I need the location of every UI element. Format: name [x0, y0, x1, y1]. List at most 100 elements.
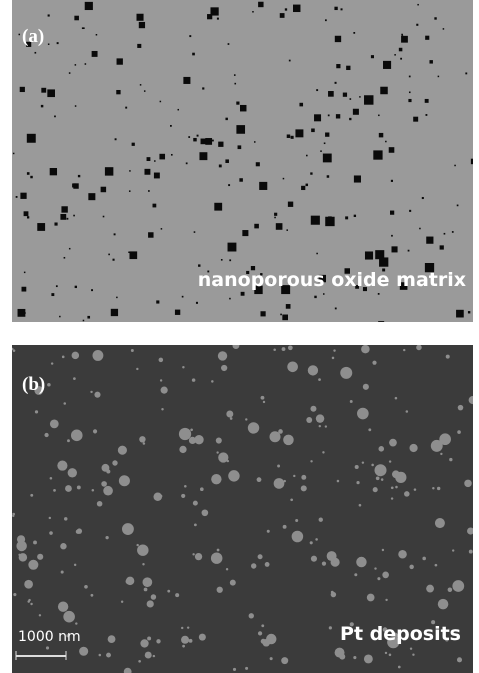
- figure: (a) nanoporous oxide matrix (b) Pt depos…: [0, 0, 479, 673]
- pore: [341, 8, 343, 10]
- deposit: [67, 439, 70, 442]
- pore: [144, 169, 150, 175]
- pore: [383, 61, 391, 69]
- pore: [27, 134, 36, 143]
- deposit: [376, 476, 380, 480]
- deposit: [422, 557, 426, 561]
- deposit: [161, 408, 163, 410]
- pore: [229, 259, 231, 261]
- deposit: [143, 577, 153, 587]
- deposit: [353, 656, 356, 659]
- deposit: [233, 668, 236, 671]
- deposit: [414, 488, 417, 491]
- deposit: [112, 639, 115, 642]
- pore: [96, 34, 98, 36]
- pore: [35, 52, 37, 54]
- pore: [153, 204, 157, 208]
- pore: [83, 320, 85, 322]
- deposit: [356, 557, 366, 567]
- deposit: [374, 567, 376, 569]
- pore: [314, 296, 316, 298]
- pore: [239, 178, 243, 182]
- pore: [256, 162, 260, 166]
- pore: [380, 87, 388, 95]
- deposit: [251, 563, 256, 568]
- deposit: [142, 563, 144, 565]
- deposit: [356, 481, 359, 484]
- pore: [24, 211, 29, 216]
- pore: [402, 35, 404, 37]
- pore: [335, 308, 337, 310]
- pore: [324, 142, 326, 144]
- pore: [125, 107, 127, 109]
- pore: [408, 99, 411, 102]
- pore: [137, 44, 141, 48]
- deposit: [182, 645, 185, 648]
- pore: [291, 136, 294, 139]
- deposit: [367, 594, 375, 602]
- deposit: [283, 525, 287, 529]
- deposit: [378, 446, 384, 452]
- pore: [241, 292, 245, 296]
- pore: [178, 109, 180, 111]
- pore: [444, 233, 446, 235]
- pore: [438, 76, 440, 78]
- deposit: [79, 647, 88, 656]
- pore: [417, 4, 419, 6]
- deposit: [435, 518, 445, 528]
- deposit: [184, 485, 187, 488]
- page: (a) nanoporous oxide matrix (b) Pt depos…: [0, 0, 479, 673]
- deposit: [283, 435, 294, 446]
- pore: [401, 34, 403, 36]
- pore: [20, 87, 25, 92]
- deposit: [364, 655, 373, 664]
- deposit: [131, 349, 134, 352]
- pore: [323, 154, 332, 163]
- pore: [194, 231, 196, 233]
- deposit: [211, 552, 222, 563]
- pore: [147, 157, 151, 161]
- deposit: [13, 593, 16, 596]
- deposit: [230, 417, 233, 420]
- deposit: [389, 460, 391, 462]
- deposit: [409, 444, 417, 452]
- pore: [103, 216, 105, 218]
- deposit: [469, 396, 477, 404]
- deposit: [278, 429, 283, 434]
- deposit: [325, 425, 327, 427]
- pore: [54, 222, 57, 225]
- deposit: [431, 440, 443, 452]
- panel-caption: Pt deposits: [340, 623, 461, 645]
- pore: [159, 154, 165, 160]
- pore: [452, 231, 454, 233]
- pore: [254, 141, 256, 143]
- deposit: [103, 486, 113, 496]
- deposit: [368, 428, 371, 431]
- pore: [286, 304, 291, 309]
- deposit: [288, 345, 293, 350]
- pore: [228, 243, 237, 252]
- deposit: [144, 588, 148, 592]
- pore: [75, 105, 77, 107]
- deposit: [27, 600, 29, 602]
- pore: [306, 155, 308, 157]
- pore: [282, 315, 288, 321]
- deposit: [143, 442, 146, 445]
- pore: [183, 77, 190, 84]
- deposit: [319, 425, 321, 427]
- deposit: [350, 400, 353, 403]
- pore: [457, 205, 459, 207]
- pore: [13, 153, 15, 155]
- pore: [236, 125, 245, 134]
- pore: [353, 32, 355, 34]
- pore: [67, 218, 69, 220]
- pore: [254, 224, 259, 229]
- deposit: [74, 564, 76, 566]
- deposit: [179, 428, 191, 440]
- deposit: [30, 603, 32, 605]
- pore: [171, 154, 173, 156]
- deposit: [24, 580, 33, 589]
- pore: [375, 250, 384, 259]
- pore: [316, 253, 318, 255]
- deposit: [112, 460, 117, 465]
